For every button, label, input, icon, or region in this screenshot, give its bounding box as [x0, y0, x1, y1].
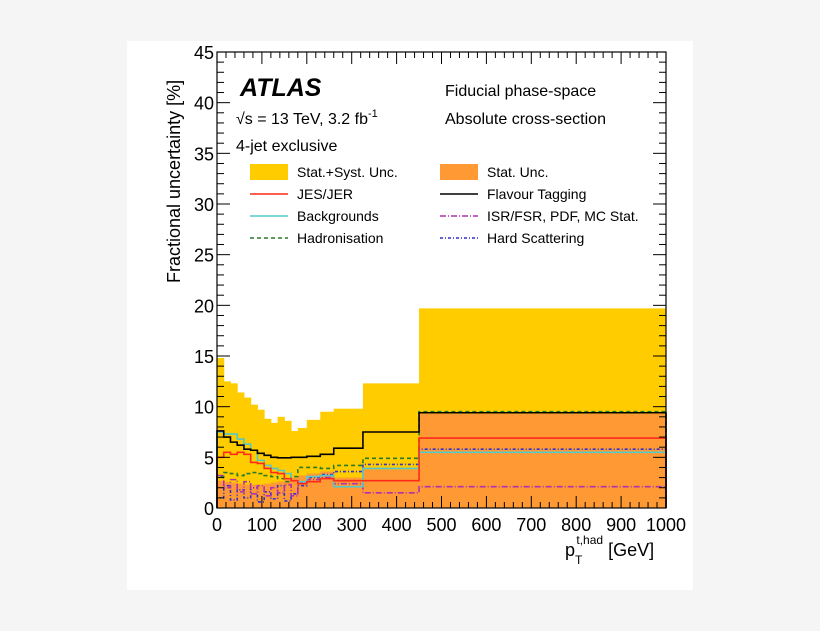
x-tick-label: 700 — [516, 515, 546, 535]
x-tick-label: 800 — [561, 515, 591, 535]
bar-stat-unc — [320, 471, 335, 508]
bar-stat-unc — [257, 484, 265, 508]
energy-label: √s = 13 TeV, 3.2 fb-1 — [236, 108, 378, 128]
axes: 0 100 200 300 400 500 600 700 800 900 1000 0 5 10 15 20… — [194, 43, 686, 535]
legend-label-flavour-tagging: Flavour Tagging — [487, 186, 586, 202]
legend-label-hadronisation: Hadronisation — [297, 230, 383, 246]
bar-stat-syst-unc — [217, 358, 225, 508]
legend-label-isr-fsr-pdf-mc-stat: ISR/FSR, PDF, MC Stat. — [487, 208, 639, 224]
y-tick-label: 25 — [194, 246, 214, 266]
line-flavour-tagging — [216, 411, 667, 508]
bar-stat-unc — [277, 481, 285, 508]
observable-label: Absolute cross-section — [445, 111, 606, 128]
x-tick-label: 500 — [426, 515, 456, 535]
x-tick-label: 100 — [247, 515, 277, 535]
bar-stat-syst-unc — [257, 409, 265, 508]
y-tick-label: 30 — [194, 195, 214, 215]
legend: Stat.+Syst. Unc. Stat. Unc. JES/JER Flavour… — [250, 164, 639, 246]
bar-stat-syst-unc — [284, 420, 292, 508]
atlas-label: ATLAS — [239, 74, 322, 102]
bar-stat-unc — [333, 477, 364, 508]
bar-stat-syst-unc — [277, 416, 285, 508]
bar-stat-unc — [284, 479, 292, 508]
x-tick-label: 1000 — [646, 515, 686, 535]
plot-area — [216, 308, 667, 508]
x-tick-label: 0 — [212, 515, 222, 535]
bar-stat-syst-unc — [264, 418, 272, 508]
bar-stat-syst-unc — [230, 383, 238, 508]
y-axis-title: Fractional uncertainty [%] — [164, 80, 184, 283]
y-tick-label: 20 — [194, 296, 214, 316]
selection-label: 4-jet exclusive — [236, 138, 337, 155]
x-tick-label: 600 — [471, 515, 501, 535]
y-tick-label: 0 — [204, 499, 214, 519]
bar-stat-syst-unc — [243, 397, 252, 508]
y-tick-label: 40 — [194, 94, 214, 114]
legend-label-jes-jer: JES/JER — [297, 186, 353, 202]
y-tick-label: 10 — [194, 398, 214, 418]
bar-stat-unc — [243, 484, 252, 508]
x-tick-label: 400 — [382, 515, 412, 535]
bar-stat-unc — [217, 480, 225, 508]
x-axis-title: pTt,had [GeV] — [565, 533, 654, 567]
line-jes-jer — [216, 437, 667, 508]
legend-label-stat-syst-unc: Stat.+Syst. Unc. — [297, 164, 398, 180]
bar-stat-syst-unc — [237, 392, 245, 508]
bar-stat-syst-unc — [223, 381, 231, 508]
bar-stat-syst-unc — [270, 422, 279, 508]
legend-label-backgrounds: Backgrounds — [297, 208, 379, 224]
bar-stat-unc — [237, 483, 245, 508]
bar-stat-syst-unc — [250, 404, 258, 508]
bar-stat-syst-unc — [291, 430, 299, 508]
bar-stat-unc — [291, 477, 299, 508]
x-tick-label: 300 — [337, 515, 367, 535]
bar-stat-unc — [223, 481, 231, 508]
y-tick-label: 45 — [194, 43, 214, 63]
x-tick-label: 200 — [292, 515, 322, 535]
bar-stat-unc — [250, 484, 258, 508]
legend-label-stat-unc: Stat. Unc. — [487, 164, 548, 180]
bar-stat-unc — [419, 413, 667, 508]
line-hadronisation — [216, 410, 667, 508]
bar-stat-unc — [297, 475, 308, 508]
y-tick-label: 5 — [204, 448, 214, 468]
bar-stat-unc — [270, 482, 279, 508]
legend-label-hard-scattering: Hard Scattering — [487, 230, 584, 246]
x-tick-label: 900 — [606, 515, 636, 535]
y-tick-label: 15 — [194, 347, 214, 367]
line-backgrounds — [216, 431, 667, 508]
bar-stat-unc — [306, 473, 321, 508]
bar-stat-unc — [230, 482, 238, 508]
legend-swatch-stat-unc — [440, 164, 478, 180]
line-hard-scattering — [216, 448, 667, 508]
legend-swatch-stat-syst-unc — [250, 164, 288, 180]
bar-stat-unc — [362, 469, 420, 508]
phase-space-label: Fiducial phase-space — [445, 83, 596, 100]
y-tick-label: 35 — [194, 144, 214, 164]
